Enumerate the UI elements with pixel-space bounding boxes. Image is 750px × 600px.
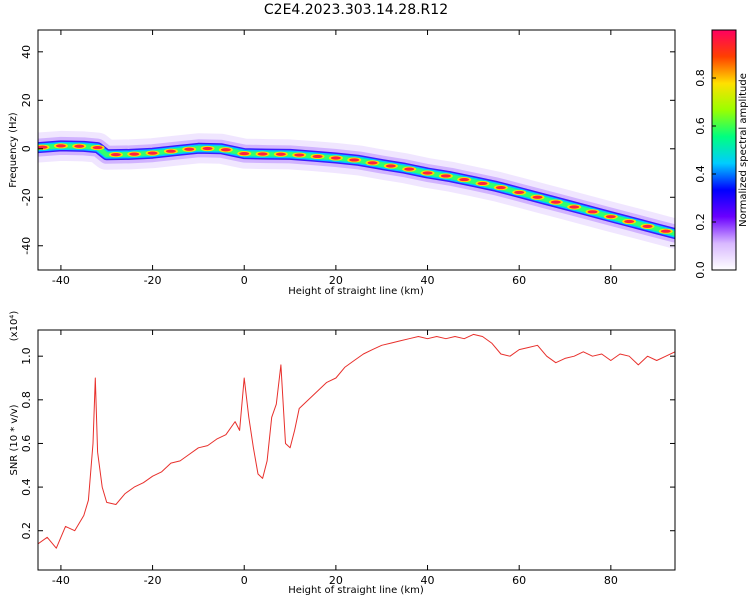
- ridge-blob-core: [422, 171, 433, 175]
- ridge-blob-core: [550, 200, 561, 204]
- snr-x-tick-label: -20: [144, 574, 162, 587]
- snr-series: [38, 333, 675, 549]
- spectrogram-x-tick-label: 80: [604, 274, 618, 287]
- ridge-blob-core: [92, 145, 103, 150]
- spectrogram-x-tick-label: -40: [52, 274, 70, 287]
- ridge-blob-core: [514, 190, 525, 195]
- snr-y-multiplier: (x10⁴): [9, 311, 20, 342]
- snr-x-axis: -40 -20 0 20 40 60 80: [52, 330, 618, 587]
- snr-x-tick-label: 40: [421, 574, 435, 587]
- ridge-blob-core: [459, 177, 470, 182]
- chart-title: C2E4.2023.303.14.28.R12: [264, 2, 448, 18]
- snr-panel: -40 -20 0 20 40 60 80 0.2 0.4 0.6 0.8 1.0 Height o…: [9, 311, 676, 596]
- ridge-blob-core: [110, 153, 121, 157]
- snr-y-axis-label: SNR (10 * v/v): [9, 404, 20, 475]
- snr-frame: [37, 329, 676, 571]
- colorbar-label: Normalized spectral amplitude: [738, 73, 749, 227]
- snr-x-axis-label: Height of straight line (km): [288, 585, 424, 596]
- ridge-blob-core: [587, 210, 598, 214]
- spectrogram-y-tick-label: 0: [20, 145, 33, 152]
- spectrogram-x-axis-label: Height of straight line (km): [288, 286, 424, 297]
- snr-y-axis: 0.2 0.4 0.6 0.8 1.0: [20, 347, 675, 539]
- ridge-blob-core: [330, 156, 341, 160]
- ridge-blob-core: [38, 145, 48, 149]
- ridge-blob-core: [184, 147, 195, 151]
- snr-x-tick-label: 20: [329, 574, 343, 587]
- snr-y-tick-label: 0.4: [20, 478, 33, 496]
- ridge-blob-core: [349, 158, 360, 162]
- spectrogram-y-axis-label: Frequency (Hz): [8, 112, 19, 188]
- colorbar-tick-label: 0.2: [694, 213, 707, 231]
- ridge-blob-core: [660, 229, 671, 233]
- ridge-blob-core: [440, 174, 451, 178]
- spectrogram-y-axis: -40 -20 0 20 40: [20, 45, 675, 255]
- spectrogram-x-tick-label: -20: [144, 274, 162, 287]
- colorbar-tick-label: 0.4: [694, 165, 707, 183]
- ridge-blob-core: [312, 154, 323, 159]
- colorbar-tick-label: 0.0: [694, 261, 707, 279]
- ridge-blob-core: [385, 164, 396, 168]
- spectrogram-x-tick-label: 40: [421, 274, 435, 287]
- snr-x-tick-label: -40: [52, 574, 70, 587]
- ridge-blob-core: [257, 152, 268, 156]
- snr-x-tick-label: 60: [512, 574, 526, 587]
- snr-y-tick-label: 0.6: [20, 435, 33, 453]
- spectrogram-frame: [37, 29, 676, 271]
- ridge-blob-core: [294, 153, 305, 157]
- ridge-blob-core: [404, 167, 415, 171]
- ridge-blob-core: [129, 152, 140, 156]
- spectrogram-x-axis: -40 -20 0 20 40 60 80: [52, 30, 618, 287]
- snr-x-tick-label: 80: [604, 574, 618, 587]
- ridge-blob-core: [495, 185, 506, 190]
- snr-y-tick-label: 0.8: [20, 391, 33, 409]
- ridge-blob-core: [165, 149, 176, 153]
- ridge-blob-core: [367, 161, 378, 165]
- colorbar-gradient: [712, 30, 736, 270]
- colorbar-tick-label: 0.8: [694, 69, 707, 87]
- spectrogram-y-tick-label: -20: [20, 188, 33, 206]
- ridge-blob-core: [605, 215, 616, 219]
- ridge-blob-core: [202, 146, 213, 151]
- spectrogram-y-tick-label: 20: [20, 93, 33, 107]
- colorbar-ticks: 0.0 0.2 0.4 0.6 0.8: [694, 69, 716, 279]
- ridge-blob-core: [532, 195, 543, 199]
- ridge-blob-core: [147, 151, 158, 155]
- ridge-blob-core: [275, 152, 286, 156]
- spectrogram-x-tick-label: 20: [329, 274, 343, 287]
- spectrogram-x-tick-label: 60: [512, 274, 526, 287]
- spectrogram-y-tick-label: -40: [20, 237, 33, 255]
- spectrogram-y-tick-label: 40: [20, 45, 33, 59]
- ridge-blob-core: [74, 144, 85, 148]
- ridge-blob-core: [55, 144, 66, 148]
- snr-y-tick-label: 0.2: [20, 522, 33, 540]
- ridge-blob-core: [642, 224, 653, 228]
- colorbar: 0.0 0.2 0.4 0.6 0.8 Normalized spectral ampl…: [694, 29, 749, 279]
- spectrogram-x-tick-label: 0: [241, 274, 248, 287]
- snr-line: [38, 333, 675, 549]
- spectral-ridge: [38, 130, 675, 249]
- snr-x-tick-label: 0: [241, 574, 248, 587]
- colorbar-tick-label: 0.6: [694, 117, 707, 135]
- snr-y-tick-label: 1.0: [20, 347, 33, 365]
- ridge-blob-core: [569, 205, 580, 209]
- ridge-blob-core: [477, 181, 488, 186]
- ridge-blob-core: [239, 152, 250, 156]
- ridge-blob-core: [220, 148, 231, 152]
- ridge-blob-core: [624, 219, 635, 224]
- spectrogram-panel: -40 -20 0 20 40 60 80 -40 -20 0 20 40 Height of st…: [8, 29, 676, 297]
